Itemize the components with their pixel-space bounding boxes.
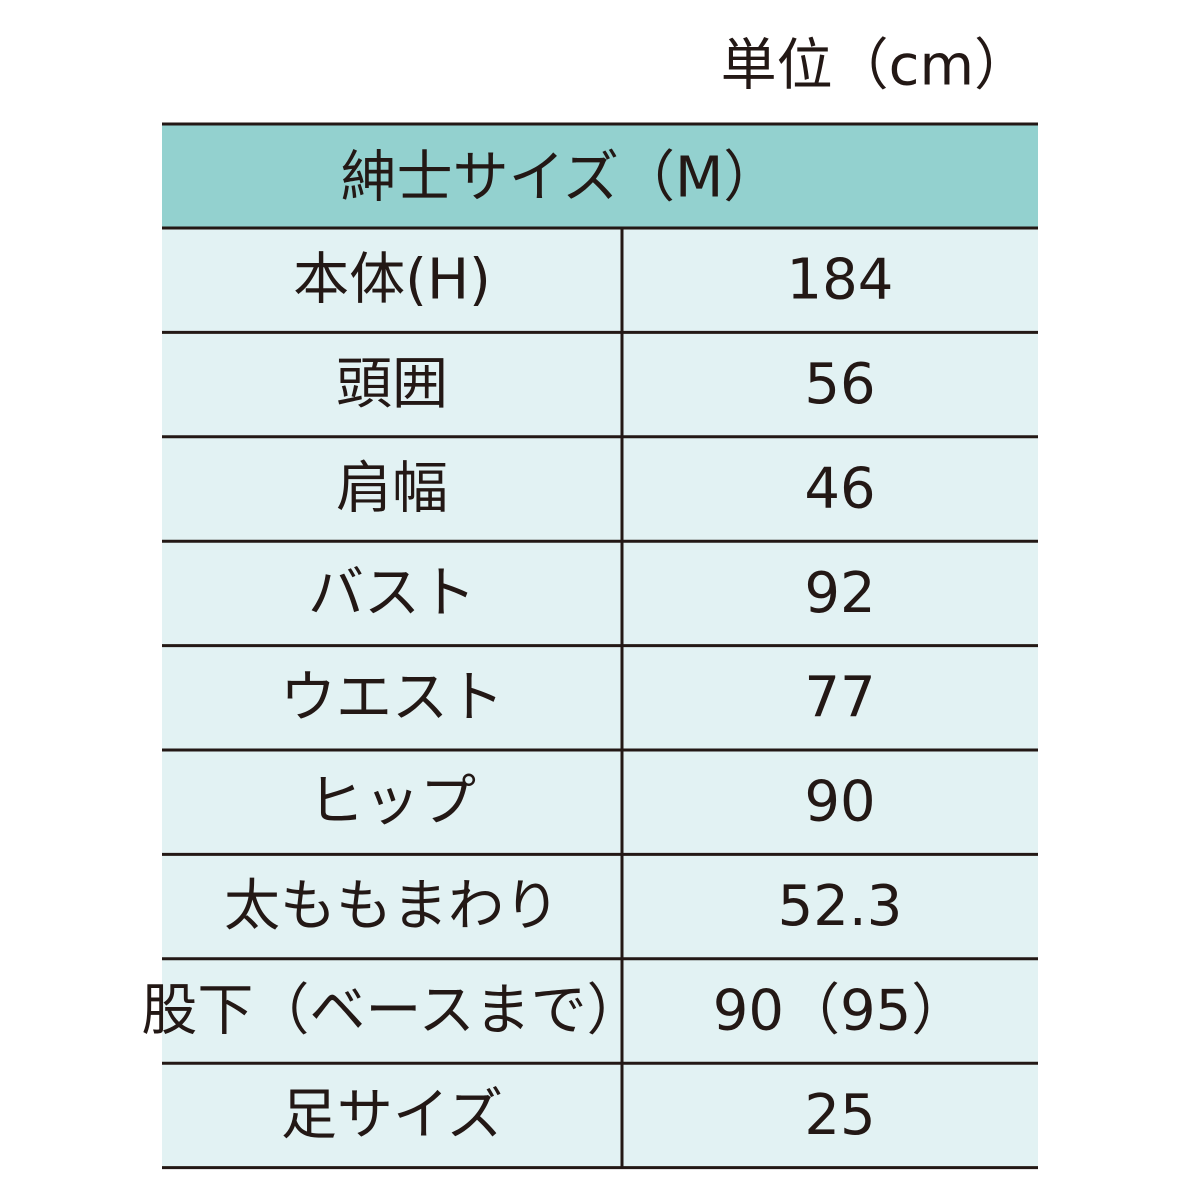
- row-value: 90: [804, 770, 875, 835]
- row-label: 頭囲: [336, 352, 448, 417]
- row-label: ヒップ: [308, 770, 476, 835]
- row-value: 56: [804, 352, 875, 417]
- row-value: 92: [804, 561, 875, 626]
- unit-label: 単位（cm）: [721, 34, 1030, 99]
- row-label: ウエスト: [280, 665, 504, 730]
- row-label: 股下（ベースまで）: [141, 979, 642, 1044]
- row-value: 52.3: [778, 874, 903, 939]
- row-value: 46: [804, 457, 875, 522]
- body-background: [162, 228, 1038, 1168]
- row-value: 25: [804, 1083, 875, 1148]
- row-label: 本体(H): [293, 248, 491, 313]
- row-value: 90（95）: [713, 979, 968, 1044]
- header-band: [162, 124, 1038, 228]
- row-label: 足サイズ: [281, 1083, 503, 1148]
- table-header: 紳士サイズ（M）: [341, 146, 780, 211]
- row-label: 太ももまわり: [224, 874, 560, 939]
- row-label: バスト: [308, 561, 476, 626]
- table-body: 本体(H) 184 頭囲 56 肩幅 46 バスト 92 ウエスト 77 ヒップ 90 太ももまわり 52…: [141, 122, 1038, 1170]
- row-value: 77: [804, 665, 875, 730]
- row-label: 肩幅: [336, 457, 448, 522]
- row-value: 184: [787, 248, 894, 313]
